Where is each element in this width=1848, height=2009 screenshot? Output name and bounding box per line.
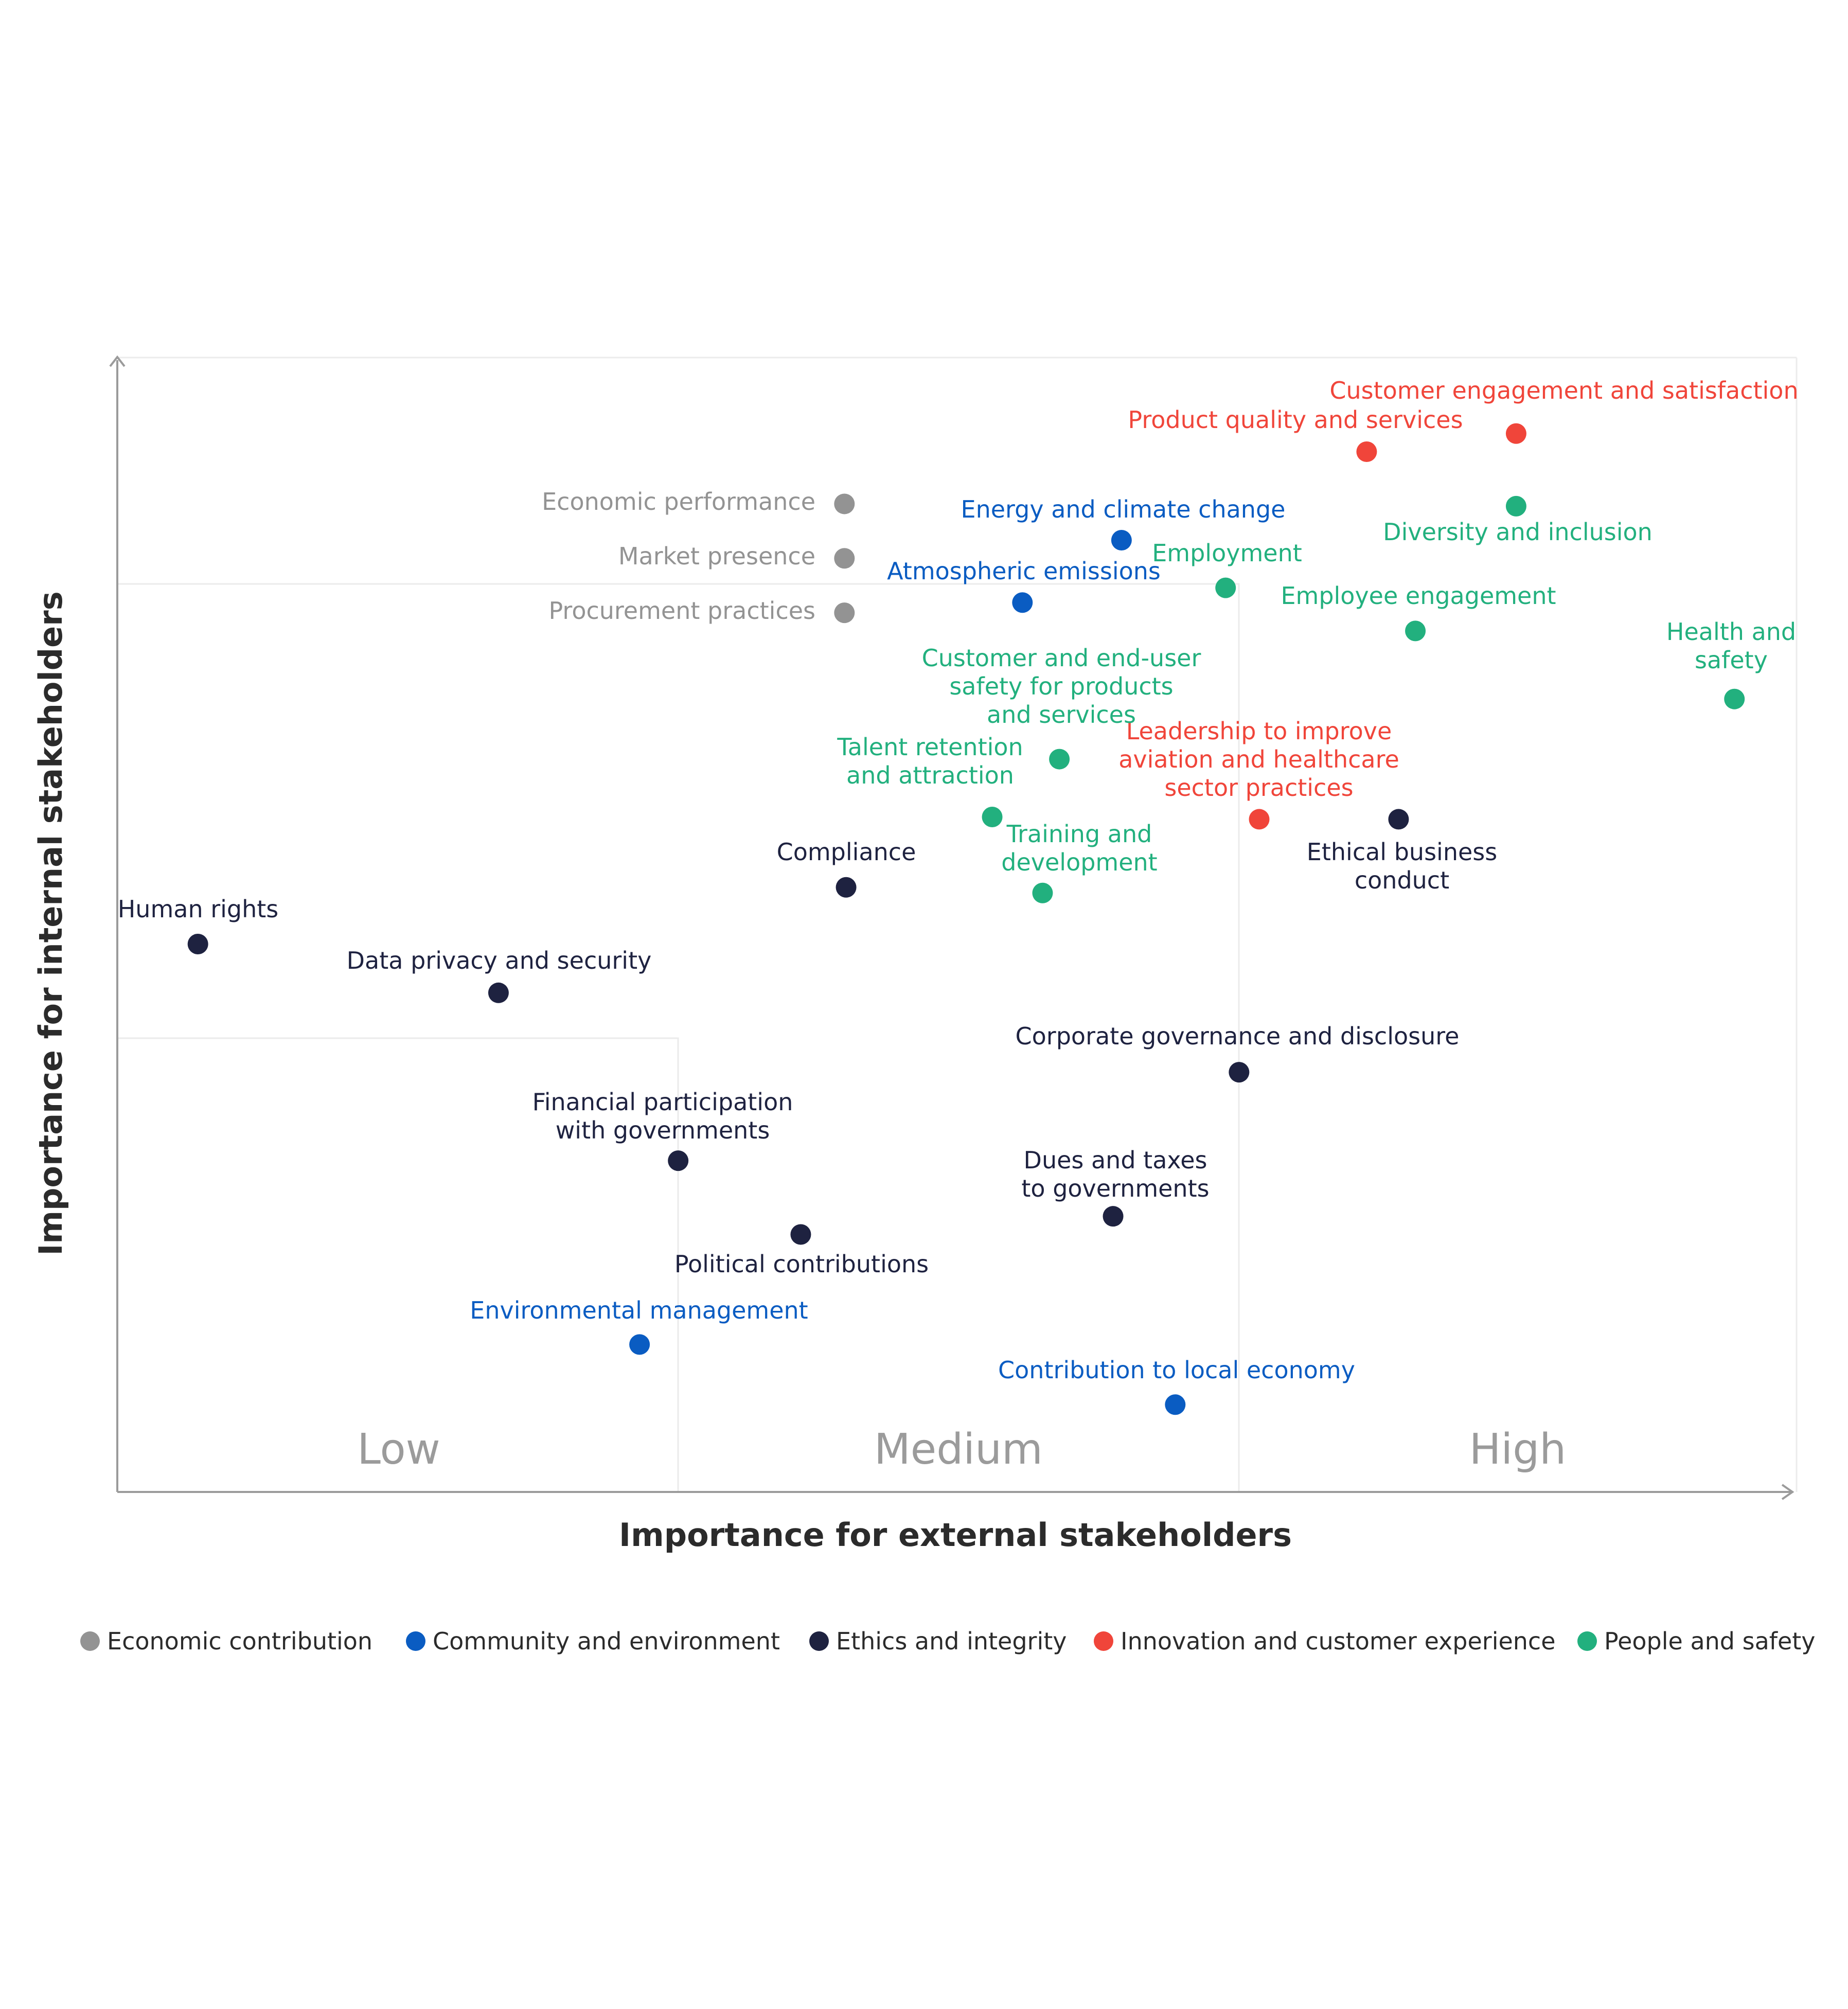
point-training-and-development [1032, 882, 1053, 903]
legend-label-economic-contribution: Economic contribution [107, 1627, 372, 1655]
high-zone-line [117, 583, 1240, 1492]
point-environmental-management [629, 1334, 650, 1355]
point-customer-engagement-and-satisfaction [1505, 423, 1526, 444]
point-customer-and-end-user-safety-for-products-and-services [1049, 749, 1070, 770]
point-market-presence [834, 548, 855, 569]
point-human-rights [187, 933, 208, 954]
x-axis-arrow [1781, 1484, 1794, 1500]
point-health-and-safety [1724, 688, 1745, 709]
label-customer-engagement-and-satisfaction: Customer engagement and satisfaction [1329, 377, 1798, 404]
point-political-contributions [790, 1224, 811, 1245]
band-label-high: High [1469, 1425, 1566, 1474]
chart-frame [109, 355, 1798, 1500]
point-employment [1215, 577, 1236, 598]
label-market-presence: Market presence [618, 542, 815, 570]
legend-marker-ethics-and-integrity [809, 1631, 829, 1651]
legend-label-ethics-and-integrity: Ethics and integrity [836, 1627, 1067, 1655]
low-zone-line [117, 1037, 679, 1492]
point-contribution-to-local-economy [1165, 1394, 1186, 1415]
point-diversity-and-inclusion [1505, 495, 1526, 517]
legend: Economic contribution Community and envir… [80, 1627, 1816, 1655]
legend-item-innovation-and-customer-experience: Innovation and customer experience [1094, 1627, 1556, 1655]
label-health-and-safety: Health and safety [1666, 618, 1796, 674]
legend-item-ethics-and-integrity: Ethics and integrity [809, 1627, 1067, 1655]
point-economic-performance [834, 493, 855, 514]
y-axis-arrow [109, 355, 126, 367]
label-energy-and-climate-change: Energy and climate change [961, 495, 1286, 523]
point-financial-participation-with-governments [668, 1150, 689, 1171]
label-employee-engagement: Employee engagement [1281, 582, 1556, 610]
label-product-quality-and-services: Product quality and services [1128, 406, 1463, 434]
label-data-privacy-and-security: Data privacy and security [347, 947, 652, 974]
point-employee-engagement [1405, 620, 1426, 642]
data-points [187, 423, 1745, 1415]
point-labels: Customer engagement and satisfactionProd… [118, 377, 1799, 1384]
x-axis-title: Importance for external stakeholders [619, 1516, 1292, 1554]
legend-label-people-and-safety: People and safety [1604, 1627, 1816, 1655]
legend-marker-community-and-environment [406, 1631, 425, 1651]
label-contribution-to-local-economy: Contribution to local economy [998, 1356, 1355, 1384]
label-corporate-governance-and-disclosure: Corporate governance and disclosure [1016, 1022, 1460, 1050]
legend-label-innovation-and-customer-experience: Innovation and customer experience [1121, 1627, 1556, 1655]
legend-marker-innovation-and-customer-experience [1094, 1631, 1113, 1651]
point-corporate-governance-and-disclosure [1229, 1062, 1250, 1083]
label-atmospheric-emissions: Atmospheric emissions [887, 557, 1161, 585]
point-talent-retention-and-attraction [982, 807, 1003, 828]
legend-label-community-and-environment: Community and environment [433, 1627, 780, 1655]
label-financial-participation-with-governments: Financial participation with governments [532, 1088, 793, 1144]
label-employment: Employment [1152, 539, 1302, 567]
point-procurement-practices [834, 602, 855, 624]
point-leadership-to-improve-aviation-and-healthcare-sector-practices [1249, 809, 1270, 830]
label-economic-performance: Economic performance [542, 488, 815, 515]
label-customer-and-end-user-safety-for-products-and-services: Customer and end-user safety for products… [922, 644, 1201, 728]
label-training-and-development: Training and development [1001, 820, 1157, 876]
label-human-rights: Human rights [118, 895, 279, 923]
band-label-low: Low [357, 1425, 440, 1474]
label-diversity-and-inclusion: Diversity and inclusion [1383, 518, 1652, 546]
label-talent-retention-and-attraction: Talent retention and attraction [837, 733, 1023, 789]
band-label-medium: Medium [874, 1425, 1043, 1474]
legend-item-people-and-safety: People and safety [1577, 1627, 1816, 1655]
y-axis-title: Importance for internal stakeholders [32, 591, 69, 1255]
legend-item-community-and-environment: Community and environment [406, 1627, 780, 1655]
band-labels: Low Medium High [357, 1425, 1566, 1474]
label-leadership-to-improve-aviation-and-healthcare-sector-practices: Leadership to improve aviation and health… [1118, 717, 1399, 802]
point-ethical-business-conduct [1388, 809, 1409, 830]
label-compliance: Compliance [777, 838, 916, 866]
point-dues-and-taxes-to-governments [1103, 1206, 1124, 1227]
legend-marker-people-and-safety [1577, 1631, 1597, 1651]
legend-marker-economic-contribution [80, 1631, 100, 1651]
point-energy-and-climate-change [1111, 530, 1132, 551]
point-product-quality-and-services [1356, 441, 1377, 463]
label-dues-and-taxes-to-governments: Dues and taxes to governments [1021, 1146, 1209, 1202]
point-data-privacy-and-security [488, 982, 509, 1003]
label-procurement-practices: Procurement practices [548, 597, 815, 625]
point-atmospheric-emissions [1012, 592, 1033, 613]
label-environmental-management: Environmental management [470, 1296, 808, 1324]
point-compliance [836, 877, 857, 898]
legend-item-economic-contribution: Economic contribution [80, 1627, 372, 1655]
label-political-contributions: Political contributions [674, 1250, 929, 1278]
label-ethical-business-conduct: Ethical business conduct [1307, 838, 1497, 894]
